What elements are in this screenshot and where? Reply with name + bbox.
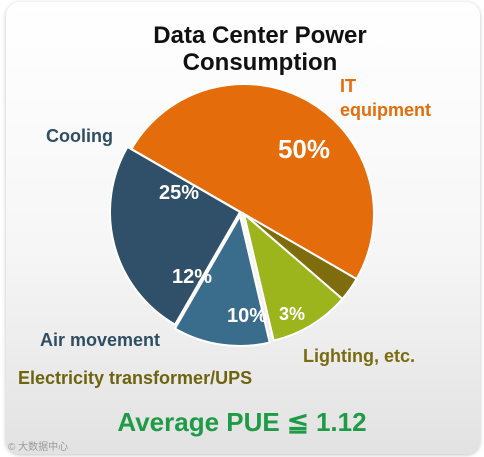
- pie-slice-air-movement: [173, 213, 271, 347]
- pie-percent-label: 12%: [172, 266, 212, 288]
- average-pue-label: Average PUE ≦ 1.12: [117, 407, 366, 437]
- pie-category-label: Air movement: [40, 330, 160, 350]
- pie-percent-label: 10%: [227, 305, 267, 327]
- watermark: © 大数据中心: [8, 440, 68, 453]
- pie-category-label: Electricity transformer/UPS: [18, 368, 252, 388]
- pie-category-label: Lighting, etc.: [303, 346, 415, 366]
- pie-percent-label: 3%: [279, 304, 305, 324]
- pie-category-label: equipment: [340, 100, 431, 120]
- pie-slice-electricity-transformer-ups: [242, 211, 344, 342]
- pie-slice-cooling: [109, 145, 242, 326]
- chart-title-line-1: Data Center Power: [153, 22, 366, 49]
- pie-slices: [109, 83, 375, 347]
- pie-category-label: IT: [340, 76, 356, 96]
- pie-percent-label: 50%: [278, 134, 330, 164]
- chart-title-line-2: Consumption: [183, 49, 338, 76]
- pie-slice-it-equipment: [130, 83, 375, 281]
- pie-percent-label: 25%: [159, 182, 199, 204]
- pie-category-label: Cooling: [46, 126, 113, 146]
- pie-labels: 50% IT equipment 3% Lighting, etc. 10% Electri…: [18, 76, 431, 388]
